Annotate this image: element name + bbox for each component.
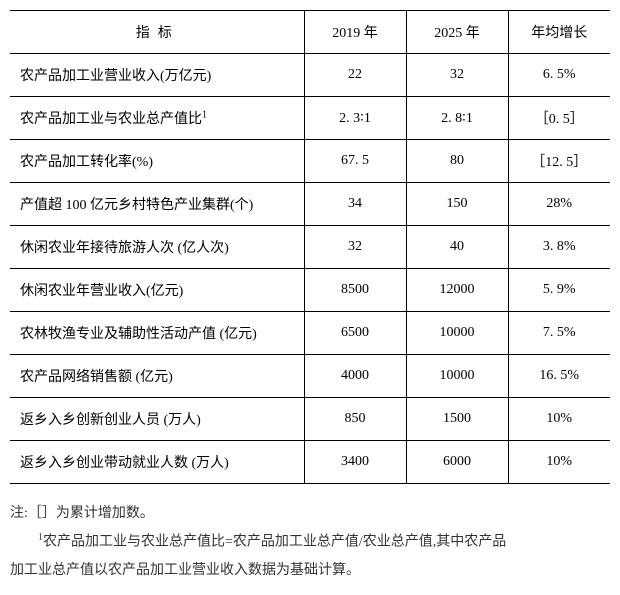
cell-2025: 80 [406, 140, 508, 183]
table-row: 农产品加工业与农业总产值比12. 3∶12. 8∶1［0. 5］ [10, 97, 610, 140]
cell-growth: 6. 5% [508, 54, 610, 97]
table-row: 农产品加工业营业收入(万亿元)22326. 5% [10, 54, 610, 97]
cell-indicator: 返乡入乡创业带动就业人数 (万人) [10, 441, 304, 484]
cell-growth: 7. 5% [508, 312, 610, 355]
table-row: 返乡入乡创业带动就业人数 (万人)3400600010% [10, 441, 610, 484]
table-row: 农产品加工转化率(%)67. 580［12. 5］ [10, 140, 610, 183]
cell-2019: 34 [304, 183, 406, 226]
cell-2019: 4000 [304, 355, 406, 398]
cell-indicator: 农产品加工转化率(%) [10, 140, 304, 183]
cell-sup: 1 [202, 109, 207, 120]
table-body: 农产品加工业营业收入(万亿元)22326. 5%农产品加工业与农业总产值比12.… [10, 54, 610, 484]
note-definition-cont: 加工业总产值以农产品加工业营业收入数据为基础计算。 [10, 557, 610, 585]
cell-growth: 10% [508, 441, 610, 484]
table-header-row: 指标 2019 年 2025 年 年均增长 [10, 11, 610, 54]
cell-growth: 16. 5% [508, 355, 610, 398]
cell-2019: 67. 5 [304, 140, 406, 183]
cell-2019: 8500 [304, 269, 406, 312]
indicators-table: 指标 2019 年 2025 年 年均增长 农产品加工业营业收入(万亿元)223… [10, 10, 610, 484]
col-indicator: 指标 [10, 11, 304, 54]
col-growth: 年均增长 [508, 11, 610, 54]
table-row: 农产品网络销售额 (亿元)40001000016. 5% [10, 355, 610, 398]
cell-2025: 1500 [406, 398, 508, 441]
cell-growth: 3. 8% [508, 226, 610, 269]
cell-2019: 850 [304, 398, 406, 441]
table-row: 休闲农业年接待旅游人次 (亿人次)32403. 8% [10, 226, 610, 269]
cell-growth: ［12. 5］ [508, 140, 610, 183]
cell-2019: 6500 [304, 312, 406, 355]
col-2025: 2025 年 [406, 11, 508, 54]
cell-growth: 28% [508, 183, 610, 226]
cell-2019: 22 [304, 54, 406, 97]
cell-2025: 150 [406, 183, 508, 226]
cell-2019: 32 [304, 226, 406, 269]
cell-2025: 12000 [406, 269, 508, 312]
note-definition: 1农产品加工业与农业总产值比=农产品加工业总产值/农业总产值,其中农产品 [10, 528, 610, 557]
cell-2025: 10000 [406, 355, 508, 398]
notes-section: 注:［］为累计增加数。 1农产品加工业与农业总产值比=农产品加工业总产值/农业总… [10, 500, 610, 585]
cell-indicator: 农产品加工业营业收入(万亿元) [10, 54, 304, 97]
cell-growth: 10% [508, 398, 610, 441]
cell-indicator: 农林牧渔专业及辅助性活动产值 (亿元) [10, 312, 304, 355]
cell-2025: 10000 [406, 312, 508, 355]
cell-growth: ［0. 5］ [508, 97, 610, 140]
cell-2025: 6000 [406, 441, 508, 484]
cell-indicator: 返乡入乡创新创业人员 (万人) [10, 398, 304, 441]
table-row: 产值超 100 亿元乡村特色产业集群(个)3415028% [10, 183, 610, 226]
col-2019: 2019 年 [304, 11, 406, 54]
cell-indicator: 休闲农业年营业收入(亿元) [10, 269, 304, 312]
cell-2019: 3400 [304, 441, 406, 484]
cell-indicator: 产值超 100 亿元乡村特色产业集群(个) [10, 183, 304, 226]
cell-2025: 2. 8∶1 [406, 97, 508, 140]
cell-indicator: 休闲农业年接待旅游人次 (亿人次) [10, 226, 304, 269]
cell-indicator: 农产品网络销售额 (亿元) [10, 355, 304, 398]
cell-2025: 32 [406, 54, 508, 97]
note-cumulative: 注:［］为累计增加数。 [10, 500, 610, 528]
table-row: 农林牧渔专业及辅助性活动产值 (亿元)6500100007. 5% [10, 312, 610, 355]
table-row: 休闲农业年营业收入(亿元)8500120005. 9% [10, 269, 610, 312]
cell-2019: 2. 3∶1 [304, 97, 406, 140]
note-definition-text: 农产品加工业与农业总产值比=农产品加工业总产值/农业总产值,其中农产品 [43, 535, 506, 550]
cell-indicator: 农产品加工业与农业总产值比1 [10, 97, 304, 140]
cell-2025: 40 [406, 226, 508, 269]
cell-growth: 5. 9% [508, 269, 610, 312]
table-row: 返乡入乡创新创业人员 (万人)850150010% [10, 398, 610, 441]
